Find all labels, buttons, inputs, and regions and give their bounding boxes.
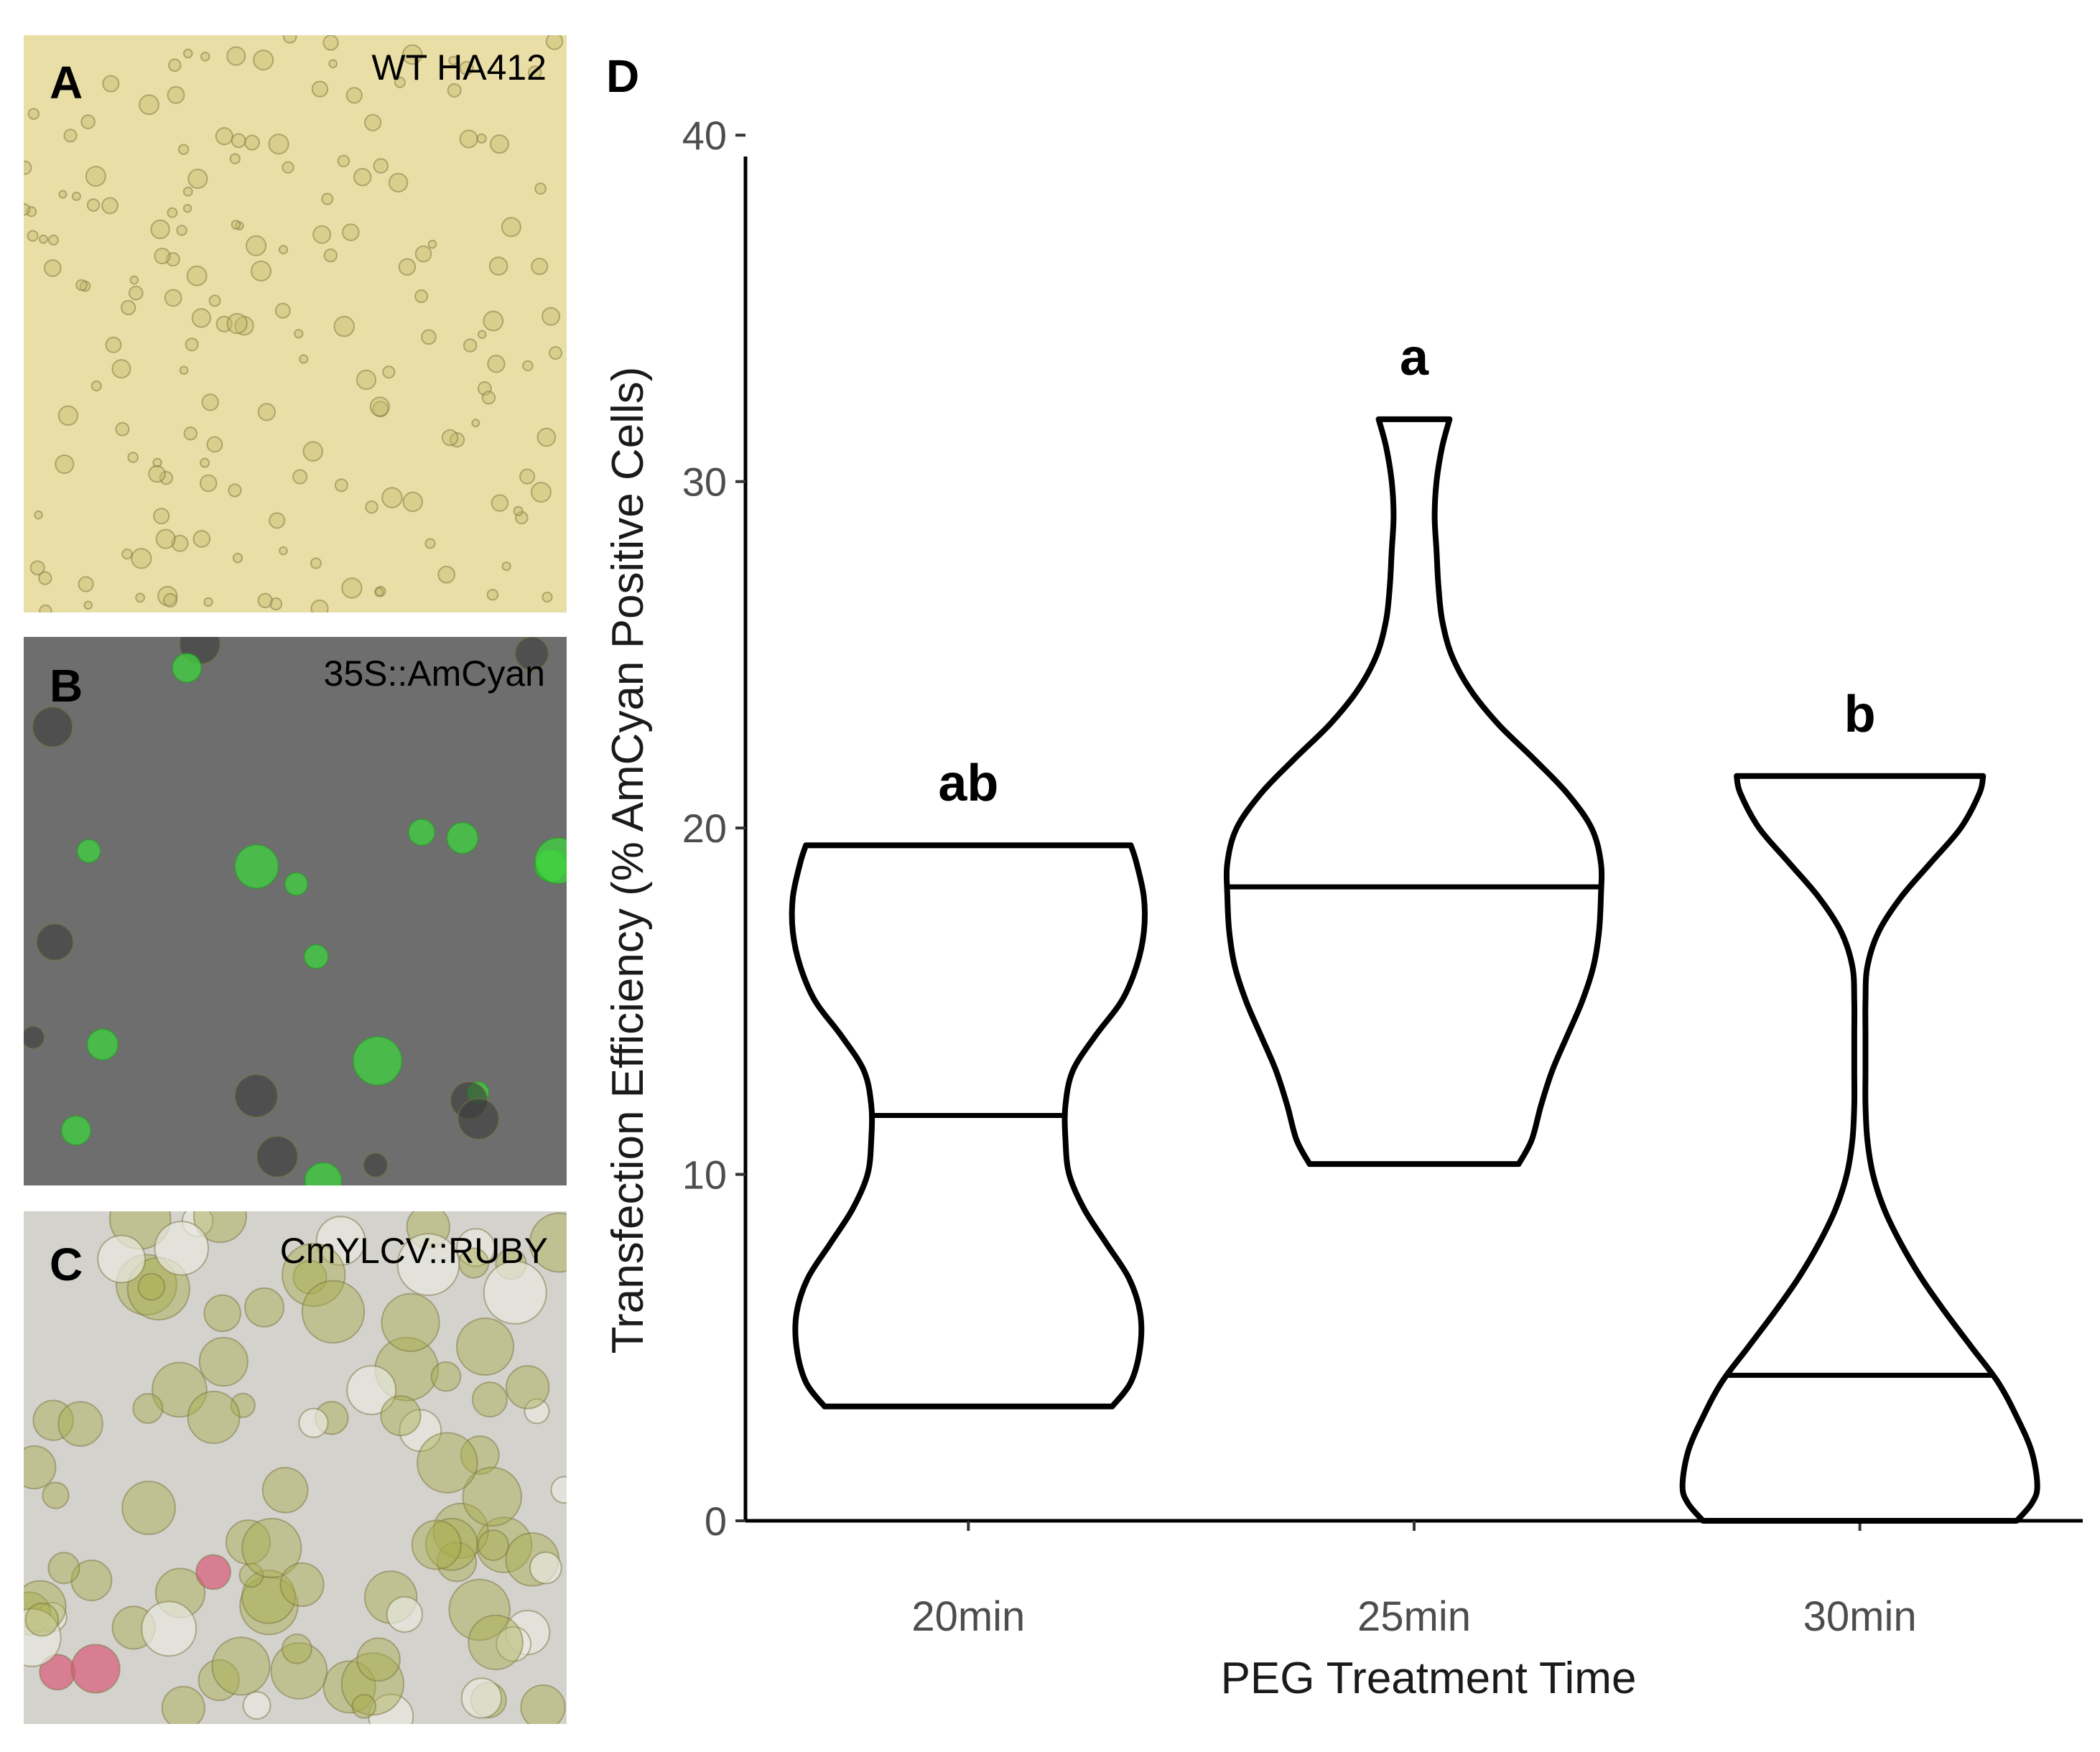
y-tick-label: 20 bbox=[682, 806, 727, 851]
x-tick-label: 30min bbox=[1803, 1593, 1917, 1640]
panel-letter-a: A bbox=[50, 57, 83, 108]
significance-letter: a bbox=[1400, 329, 1429, 386]
y-tick-label: 40 bbox=[682, 113, 727, 158]
violin-outline bbox=[1223, 416, 1605, 1168]
violin-30min: b bbox=[1679, 686, 2040, 1524]
violin-25min: a bbox=[1223, 329, 1605, 1168]
violin-20min: ab bbox=[789, 755, 1148, 1409]
x-tick-label: 20min bbox=[911, 1593, 1025, 1640]
micrograph-image-b bbox=[24, 637, 567, 1185]
x-axis-title: PEG Treatment Time bbox=[1221, 1654, 1637, 1703]
violin-outline bbox=[789, 842, 1148, 1409]
micrograph-image-a bbox=[24, 35, 567, 612]
micrograph-image-c bbox=[24, 1211, 567, 1724]
panel-letter-c: C bbox=[50, 1239, 83, 1290]
panel-caption-c: CmYLCV::RUBY bbox=[279, 1231, 548, 1271]
significance-letter: b bbox=[1844, 686, 1876, 743]
significance-letter: ab bbox=[938, 755, 998, 812]
panel-letter-b: B bbox=[50, 660, 83, 712]
y-tick-label: 0 bbox=[705, 1499, 727, 1544]
micrograph-panel-b: B 35S::AmCyan bbox=[24, 637, 567, 1185]
panel-caption-a: WT HA412 bbox=[371, 47, 547, 88]
y-axis-title: Transfection Efficiency (% AmCyan Positi… bbox=[603, 367, 653, 1354]
panel-letter-d: D bbox=[606, 50, 639, 102]
micrograph-panel-a: A WT HA412 bbox=[24, 35, 567, 612]
panel-caption-b: 35S::AmCyan bbox=[323, 653, 545, 694]
x-tick-label: 25min bbox=[1357, 1593, 1471, 1640]
violin-chart: D 0 10 20 30 40 20min 25min 30min PEG Treatment … bbox=[603, 50, 2083, 1703]
y-tick-label: 30 bbox=[682, 460, 727, 505]
micrograph-panel-c: C CmYLCV::RUBY bbox=[24, 1211, 567, 1724]
violin-outline bbox=[1679, 773, 2040, 1524]
y-tick-label: 10 bbox=[682, 1152, 727, 1198]
